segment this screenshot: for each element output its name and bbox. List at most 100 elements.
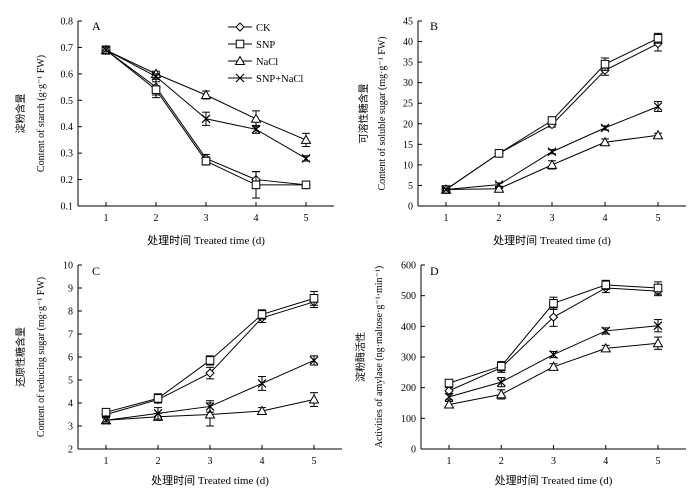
y-axis-label-en: Content of reducing sugar (mg·g⁻¹ FW)	[36, 277, 47, 437]
data-point	[308, 394, 320, 404]
y-axis-label-cn: 淀粉含量	[14, 94, 27, 134]
x-axis-label: 处理时间 Treated time (d)	[151, 474, 269, 487]
legend-marker	[234, 55, 246, 65]
panel-label: A	[92, 19, 101, 33]
x-tick-label: 5	[304, 213, 309, 224]
data-point	[496, 361, 506, 371]
y-tick-label: 5	[408, 181, 413, 192]
data-point	[494, 180, 504, 190]
x-tick-label: 2	[156, 456, 161, 467]
legend-marker	[235, 22, 245, 32]
x-tick-label: 2	[154, 213, 159, 224]
data-point	[600, 123, 610, 133]
y-tick-label: 0.1	[61, 202, 74, 213]
y-tick-label: 0.7	[61, 43, 74, 54]
data-point	[549, 299, 558, 308]
x-tick-label: 4	[260, 456, 265, 467]
x-tick-label: 3	[551, 456, 556, 467]
x-tick-label: 5	[312, 456, 317, 467]
data-point	[601, 326, 611, 336]
x-tick-label: 1	[444, 213, 449, 224]
y-tick-label: 9	[68, 284, 73, 295]
data-point	[549, 350, 558, 359]
y-axis-label-cn: 淀粉酶活性	[354, 332, 367, 382]
data-point	[309, 294, 319, 303]
data-point	[151, 85, 161, 95]
data-point	[653, 33, 663, 43]
y-tick-label: 4	[68, 399, 73, 410]
data-point	[256, 405, 268, 416]
data-point	[201, 156, 211, 166]
data-point	[153, 394, 163, 403]
legend-entry: NaCl	[256, 57, 278, 68]
series-snp-nacl	[441, 101, 663, 194]
series-nacl	[443, 336, 664, 409]
data-point	[251, 180, 261, 190]
data-point	[653, 102, 663, 111]
y-tick-label: 0	[411, 445, 416, 456]
y-tick-label: 10	[403, 160, 413, 171]
y-tick-label: 3	[68, 422, 73, 433]
legend-entry: SNP	[256, 40, 275, 51]
y-axis-label-cn: 可溶性糖含量	[357, 84, 370, 144]
y-tick-label: 0.4	[61, 122, 74, 133]
data-point	[496, 377, 506, 387]
data-point	[547, 116, 557, 125]
data-point	[205, 402, 215, 411]
y-tick-label: 100	[401, 414, 416, 425]
x-tick-label: 5	[656, 213, 661, 224]
y-tick-label: 20	[403, 119, 413, 130]
y-tick-label: 8	[68, 307, 73, 318]
legend-marker	[235, 39, 245, 49]
x-tick-label: 5	[656, 456, 661, 467]
data-point	[653, 321, 663, 331]
panel-label: D	[430, 264, 439, 278]
series-snp-nacl	[444, 319, 663, 402]
series-line	[448, 325, 659, 398]
y-tick-label: 0.3	[61, 149, 74, 160]
x-tick-label: 4	[603, 456, 608, 467]
data-point	[300, 134, 312, 144]
x-tick-label: 1	[104, 456, 109, 467]
series-snp-nacl	[101, 355, 319, 425]
chart-panel-a: 0.1 0.2 0.3 0.4 0.5 0.6 0.7 0.8 1 2 3 4 5 处理时间 Treate…	[14, 17, 334, 247]
panel-label: C	[92, 264, 100, 278]
y-tick-label: 7	[68, 330, 73, 341]
data-point	[250, 113, 262, 123]
y-tick-label: 0.8	[61, 17, 74, 28]
data-point	[101, 45, 111, 55]
y-tick-label: 30	[403, 78, 413, 89]
data-point	[151, 72, 161, 81]
data-point	[495, 388, 507, 399]
data-point	[205, 368, 215, 378]
x-axis-label: 处理时间 Treated time (d)	[495, 474, 613, 487]
series-line	[105, 297, 315, 413]
data-point	[546, 159, 558, 169]
y-tick-label: 2	[68, 445, 73, 456]
series-snp	[101, 290, 319, 417]
legend-entry: SNP+NaCl	[256, 74, 303, 85]
series-nacl	[100, 44, 312, 148]
legend-marker	[235, 73, 245, 83]
data-point	[652, 129, 664, 140]
x-tick-label: 4	[254, 213, 259, 224]
y-axis-label-cn: 还原性糖含量	[14, 327, 27, 387]
data-point	[301, 154, 311, 163]
y-tick-label: 15	[403, 140, 413, 151]
data-point	[548, 361, 559, 371]
series-snp	[441, 32, 663, 194]
data-point	[201, 114, 211, 124]
data-point	[204, 408, 216, 419]
series-snp	[444, 279, 663, 388]
x-tick-label: 2	[499, 456, 504, 467]
data-point	[101, 415, 111, 425]
x-tick-label: 1	[104, 213, 109, 224]
y-tick-label: 500	[401, 291, 416, 302]
y-axis-label-en: Content of soluble sugar (mg·g⁻¹ FW)	[377, 36, 388, 190]
data-point	[443, 399, 455, 409]
data-point	[257, 379, 267, 388]
chart-panel-c: 2 3 4 5 6 7 8 9 10 1 2 3 4 5 处理时间 Treated time (d) 还原性糖…	[14, 261, 342, 487]
x-axis-label: 处理时间 Treated time (d)	[493, 234, 611, 247]
x-tick-label: 3	[550, 213, 555, 224]
